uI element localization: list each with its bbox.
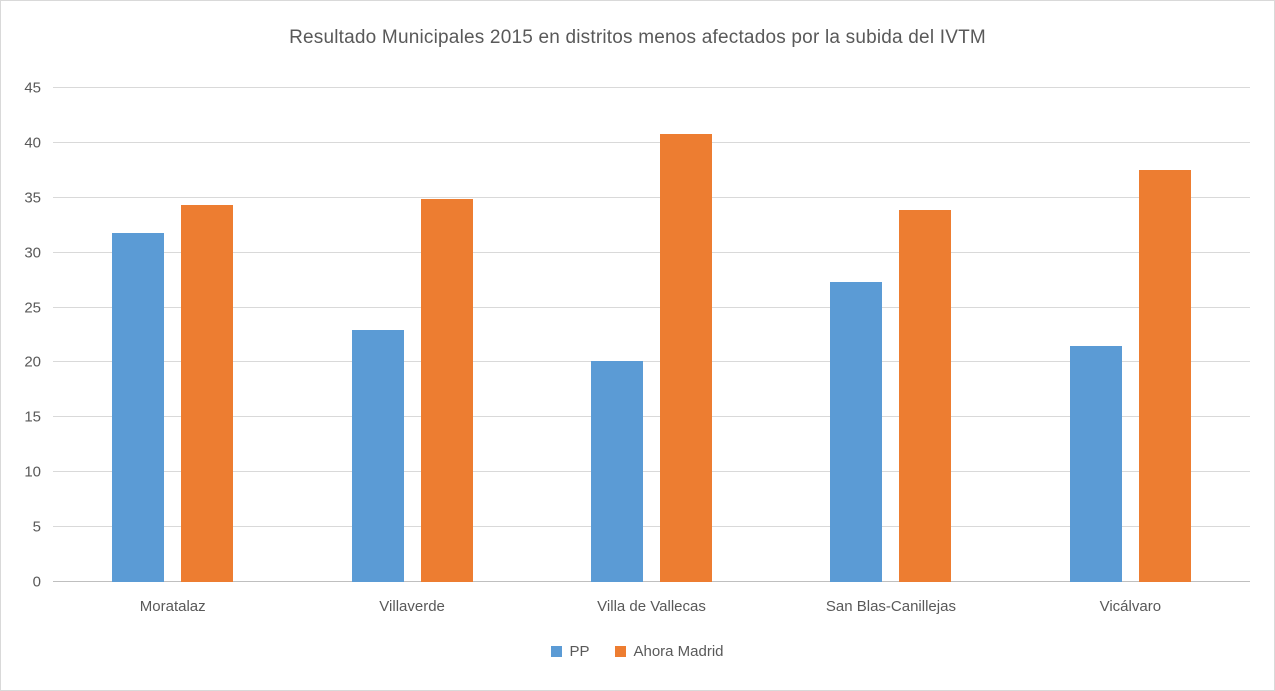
legend-swatch-icon xyxy=(615,646,627,657)
bar-ahora-madrid-moratalaz xyxy=(181,205,234,582)
gridline xyxy=(53,251,1250,253)
legend-label: PP xyxy=(569,643,590,660)
plot-area: 0 5 10 15 20 25 30 35 40 45 xyxy=(24,81,1250,590)
chart-title: Resultado Municipales 2015 en distritos … xyxy=(289,27,986,48)
y-tick-label: 5 xyxy=(32,518,41,536)
x-axis-label-san-blas-canillejas: San Blas-Canillejas xyxy=(825,598,956,615)
bar-ahora-madrid-villaverde xyxy=(420,198,473,582)
y-tick-label: 10 xyxy=(24,463,41,481)
bar-ahora-madrid-vicálvaro xyxy=(1138,170,1191,582)
y-tick-label: 35 xyxy=(24,189,41,207)
x-axis-labels: Moratalaz Villaverde Villa de Vallecas San … xyxy=(53,598,1250,615)
legend-label: Ahora Madrid xyxy=(633,643,724,660)
legend-item-pp: PP xyxy=(551,643,589,660)
x-axis-label-villa-de-vallecas: Villa de Vallecas xyxy=(597,598,706,615)
bar-group-villa-de-vallecas xyxy=(532,88,771,582)
bar-ahora-madrid-san-blas-canillejas xyxy=(899,209,952,582)
gridline xyxy=(53,471,1250,473)
bar-groups xyxy=(53,88,1250,582)
gridline xyxy=(53,416,1250,418)
gridline xyxy=(53,196,1250,198)
y-tick-label: 20 xyxy=(24,353,41,371)
y-tick-label: 30 xyxy=(24,244,41,262)
legend-swatch-icon xyxy=(551,646,563,657)
bar-group-vicálvaro xyxy=(1011,88,1250,582)
bar-pp-villaverde xyxy=(351,329,404,582)
bar-pp-villa-de-vallecas xyxy=(591,361,644,582)
gridline xyxy=(53,526,1250,528)
y-tick-label: 15 xyxy=(24,408,41,426)
y-tick-label: 40 xyxy=(24,134,41,152)
gridline xyxy=(53,141,1250,143)
legend-item-ahora-madrid: Ahora Madrid xyxy=(615,643,724,660)
gridlines xyxy=(53,87,1250,582)
bar-group-moratalaz xyxy=(53,88,292,582)
x-axis-label-vicálvaro: Vicálvaro xyxy=(1099,598,1162,615)
bar-ahora-madrid-villa-de-vallecas xyxy=(660,134,713,582)
x-axis-line xyxy=(53,581,1250,582)
y-tick-label: 0 xyxy=(32,573,41,591)
x-axis-label-moratalaz: Moratalaz xyxy=(139,598,206,615)
y-tick-label: 25 xyxy=(24,299,41,317)
y-tick-label: 45 xyxy=(24,79,41,97)
bar-pp-san-blas-canillejas xyxy=(830,282,883,582)
gridline xyxy=(53,361,1250,363)
gridline xyxy=(53,87,1250,88)
bar-pp-moratalaz xyxy=(112,232,165,582)
bar-group-villaverde xyxy=(292,88,531,582)
bar-pp-vicálvaro xyxy=(1069,345,1122,582)
legend: PP Ahora Madrid xyxy=(1,643,1274,660)
x-axis-label-villaverde: Villaverde xyxy=(379,598,445,615)
gridline xyxy=(53,306,1250,308)
bar-group-san-blas-canillejas xyxy=(771,88,1010,582)
